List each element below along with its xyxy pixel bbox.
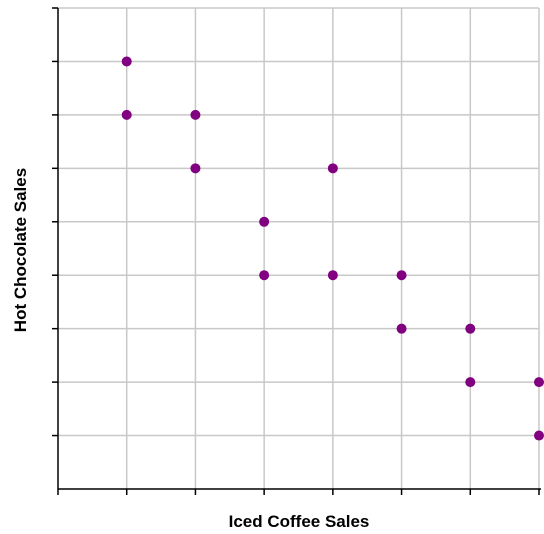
data-point <box>534 430 544 441</box>
data-point <box>534 377 544 388</box>
data-point <box>259 270 270 281</box>
data-point <box>121 56 132 67</box>
data-point <box>465 377 476 388</box>
data-point <box>396 270 407 281</box>
data-points <box>121 56 544 441</box>
data-point <box>190 163 201 174</box>
data-point <box>327 270 338 281</box>
y-axis-title: Hot Chocolate Sales <box>11 168 30 332</box>
data-point <box>259 216 270 227</box>
data-point <box>190 109 201 120</box>
x-axis-title: Iced Coffee Sales <box>229 512 370 531</box>
data-point <box>121 109 132 120</box>
grid <box>58 7 540 489</box>
data-point <box>327 163 338 174</box>
data-point <box>465 323 476 334</box>
axes <box>52 7 541 495</box>
data-point <box>396 323 407 334</box>
